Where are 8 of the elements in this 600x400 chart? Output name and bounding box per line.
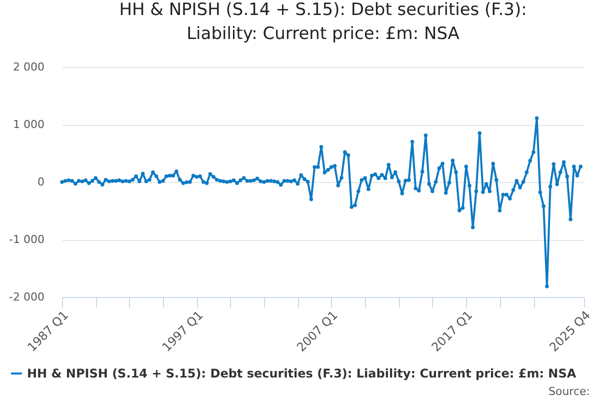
source-note: Source: bbox=[548, 385, 590, 398]
legend-label: HH & NPISH (S.14 + S.15): Debt securities (F.3): Liability: Current price: £m: NSA bbox=[27, 366, 577, 380]
y-tick-label: 1 000 bbox=[13, 118, 44, 131]
y-tick-label: -1 000 bbox=[9, 233, 44, 246]
y-tick-label: -2 000 bbox=[9, 290, 44, 304]
chart-title: HH & NPISH (S.14 + S.15): Debt securities (F.3): Liability: Current price: £m: NSA bbox=[119, 0, 527, 44]
y-tick-label: 2 000 bbox=[13, 60, 44, 74]
y-tick-label: 0 bbox=[38, 176, 44, 188]
